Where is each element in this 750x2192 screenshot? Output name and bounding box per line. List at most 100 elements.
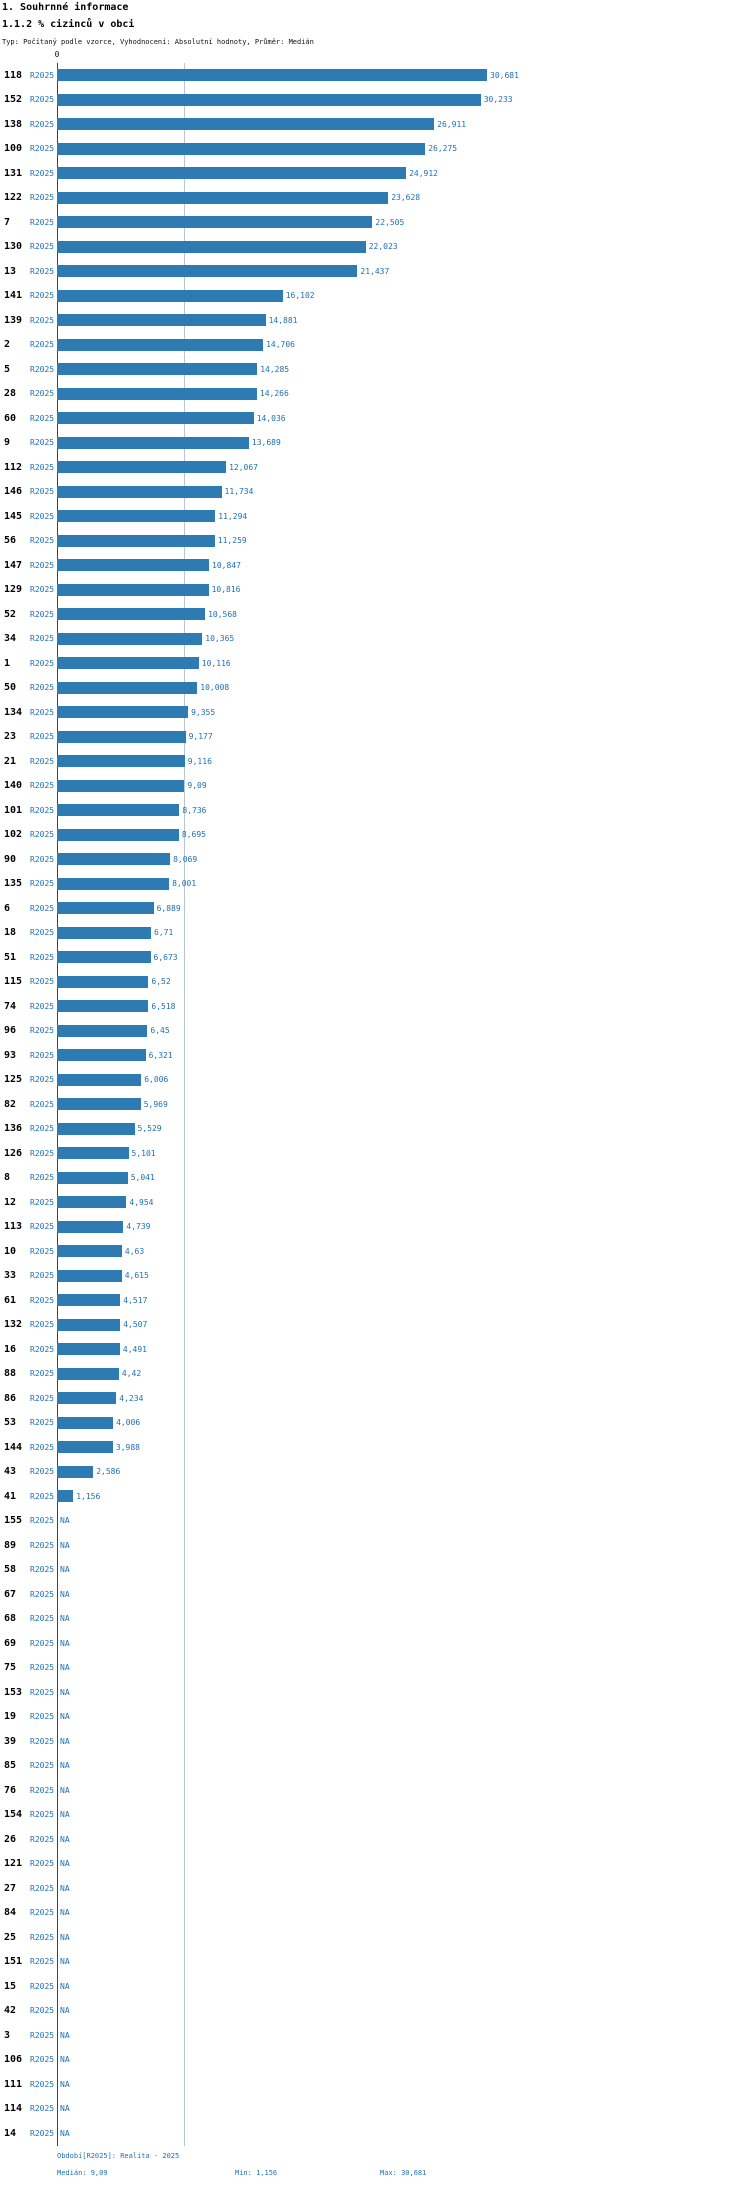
bar	[57, 1490, 74, 1503]
bar	[57, 1171, 128, 1184]
chart-row: 69 R2025 NA	[0, 1631, 750, 1656]
row-series-label: R2025	[30, 217, 55, 227]
chart-row: 112 R2025 12,067	[0, 455, 750, 480]
bar-na-label: NA	[60, 2079, 70, 2089]
row-bar-area: 6,71	[57, 921, 750, 946]
row-series-label: R2025	[30, 1810, 55, 1820]
bar	[57, 1269, 122, 1282]
chart-row: 12 R2025 4,954	[0, 1190, 750, 1215]
chart-row: 113 R2025 4,739	[0, 1215, 750, 1240]
row-bar-area: 4,234	[57, 1386, 750, 1411]
chart-row: 146 R2025 11,734	[0, 480, 750, 505]
row-id-label: 43	[4, 1466, 17, 1478]
row-bar-area: 2,586	[57, 1460, 750, 1485]
row-id-label: 114	[4, 2103, 23, 2115]
row-id-label: 12	[4, 1196, 17, 1208]
row-series-label: R2025	[30, 1981, 55, 1991]
bar	[57, 265, 358, 278]
row-series-label: R2025	[30, 977, 55, 987]
row-series-label: R2025	[30, 854, 55, 864]
bar-na-label: NA	[60, 2030, 70, 2040]
chart-row: 51 R2025 6,673	[0, 945, 750, 970]
row-id-label: 93	[4, 1049, 17, 1061]
row-bar-area: NA	[57, 1925, 750, 1950]
bar-value-label: 6,673	[153, 952, 178, 962]
bar-value-label: 30,681	[490, 70, 519, 80]
bar	[57, 1343, 120, 1356]
chart-row: 86 R2025 4,234	[0, 1386, 750, 1411]
chart-row: 147 R2025 10,847	[0, 553, 750, 578]
row-series-label: R2025	[30, 1712, 55, 1722]
row-id-label: 145	[4, 510, 23, 522]
bar-value-label: 6,321	[148, 1050, 173, 1060]
row-id-label: 136	[4, 1123, 23, 1135]
chart-row: 136 R2025 5,529	[0, 1117, 750, 1142]
chart-row: 84 R2025 NA	[0, 1901, 750, 1926]
row-series-label: R2025	[30, 144, 55, 154]
row-series-label: R2025	[30, 1295, 55, 1305]
chart-row: 125 R2025 6,006	[0, 1068, 750, 1093]
row-series-label: R2025	[30, 1026, 55, 1036]
row-series-label: R2025	[30, 1075, 55, 1085]
x-axis-zero-label: 0	[54, 50, 60, 59]
bar	[57, 412, 254, 425]
row-id-label: 106	[4, 2054, 23, 2066]
chart-row: 8 R2025 5,041	[0, 1166, 750, 1191]
bar	[57, 755, 185, 768]
chart-row: 13 R2025 21,437	[0, 259, 750, 284]
bar-value-label: 6,52	[151, 977, 171, 987]
row-bar-area: 30,681	[57, 63, 750, 88]
row-id-label: 21	[4, 755, 17, 767]
bar	[57, 191, 389, 204]
row-id-label: 84	[4, 1907, 17, 1919]
bar-value-label: 6,889	[156, 903, 181, 913]
row-bar-area: 26,911	[57, 112, 750, 137]
row-bar-area: 6,673	[57, 945, 750, 970]
bar-na-label: NA	[60, 1859, 70, 1869]
row-bar-area: NA	[57, 1607, 750, 1632]
chart-row: 141 R2025 16,102	[0, 284, 750, 309]
bar	[57, 706, 189, 719]
row-bar-area: 4,517	[57, 1288, 750, 1313]
bar	[57, 975, 149, 988]
row-id-label: 41	[4, 1490, 17, 1502]
bar	[57, 1318, 121, 1331]
bar	[57, 828, 179, 841]
row-bar-area: NA	[57, 2121, 750, 2146]
row-series-label: R2025	[30, 732, 55, 742]
row-id-label: 53	[4, 1417, 17, 1429]
row-series-label: R2025	[30, 364, 55, 374]
bar	[57, 1000, 149, 1013]
row-id-label: 90	[4, 853, 17, 865]
row-id-label: 131	[4, 167, 23, 179]
chart-row: 152 R2025 30,233	[0, 88, 750, 113]
row-series-label: R2025	[30, 683, 55, 693]
chart-row: 90 R2025 8,069	[0, 847, 750, 872]
bar	[57, 902, 154, 915]
row-id-label: 74	[4, 1000, 17, 1012]
chart-row: 9 R2025 13,689	[0, 431, 750, 456]
bar-value-label: 10,568	[208, 609, 237, 619]
row-bar-area: 10,568	[57, 602, 750, 627]
bar-value-label: 14,285	[260, 364, 290, 374]
row-bar-area: NA	[57, 1631, 750, 1656]
row-id-label: 138	[4, 118, 23, 130]
row-id-label: 132	[4, 1319, 23, 1331]
row-bar-area: 4,739	[57, 1215, 750, 1240]
row-id-label: 13	[4, 265, 17, 277]
row-id-label: 115	[4, 976, 23, 988]
row-series-label: R2025	[30, 903, 55, 913]
row-series-label: R2025	[30, 95, 55, 105]
chart-row: 144 R2025 3,988	[0, 1435, 750, 1460]
chart-rows: 118 R2025 30,681 152 R2025 30,233 138 R2025 26,9…	[0, 63, 750, 2146]
chart-row: 134 R2025 9,355	[0, 700, 750, 725]
bar	[57, 1441, 113, 1454]
chart-row: 53 R2025 4,006	[0, 1411, 750, 1436]
row-bar-area: 23,628	[57, 186, 750, 211]
row-series-label: R2025	[30, 952, 55, 962]
row-id-label: 101	[4, 804, 23, 816]
row-series-label: R2025	[30, 634, 55, 644]
row-series-label: R2025	[30, 1246, 55, 1256]
row-id-label: 33	[4, 1270, 17, 1282]
bar-value-label: 14,036	[256, 413, 286, 423]
